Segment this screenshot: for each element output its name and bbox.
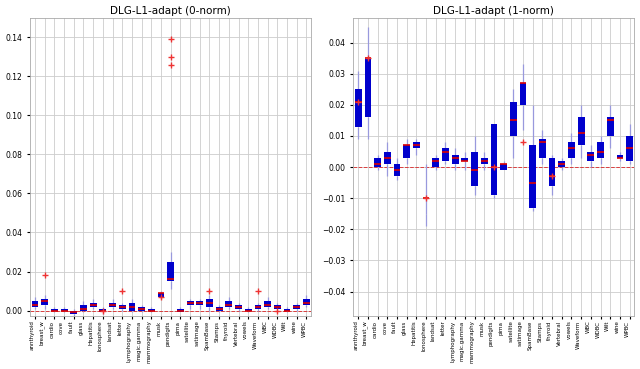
Bar	[461, 158, 468, 161]
Bar	[284, 308, 291, 311]
Bar	[206, 299, 213, 307]
Bar	[80, 305, 87, 311]
Bar	[578, 117, 584, 145]
Bar	[365, 58, 371, 117]
Bar	[384, 152, 390, 164]
Bar	[588, 152, 594, 161]
Bar	[177, 308, 184, 313]
Bar	[187, 301, 193, 305]
Bar	[597, 142, 604, 158]
Bar	[31, 301, 38, 307]
Bar	[51, 308, 58, 311]
Bar	[90, 303, 97, 307]
Bar	[167, 262, 174, 281]
Bar	[374, 158, 381, 167]
Bar	[255, 305, 261, 308]
Bar	[500, 164, 507, 170]
Bar	[548, 158, 556, 186]
Bar	[471, 152, 478, 186]
Bar	[403, 145, 410, 158]
Bar	[452, 155, 458, 164]
Bar	[157, 293, 164, 297]
Bar	[70, 311, 77, 314]
Bar	[607, 117, 614, 136]
Bar	[481, 158, 488, 164]
Bar	[490, 124, 497, 195]
Bar	[394, 164, 401, 176]
Bar	[119, 305, 125, 308]
Title: DLG-L1-adapt (0-norm): DLG-L1-adapt (0-norm)	[110, 6, 231, 15]
Bar	[138, 307, 145, 311]
Bar	[355, 89, 362, 127]
Bar	[235, 305, 242, 308]
Bar	[568, 142, 575, 158]
Bar	[520, 83, 526, 105]
Bar	[616, 155, 623, 158]
Bar	[129, 303, 135, 311]
Bar	[196, 301, 203, 305]
Bar	[99, 308, 106, 313]
Bar	[245, 308, 252, 311]
Bar	[529, 145, 536, 207]
Bar	[264, 301, 271, 307]
Bar	[626, 136, 633, 161]
Bar	[558, 161, 565, 167]
Bar	[225, 301, 232, 307]
Bar	[109, 303, 116, 307]
Bar	[274, 305, 281, 308]
Bar	[42, 299, 48, 305]
Bar	[433, 158, 439, 167]
Bar	[303, 299, 310, 305]
Title: DLG-L1-adapt (1-norm): DLG-L1-adapt (1-norm)	[433, 6, 554, 15]
Bar	[442, 148, 449, 161]
Bar	[510, 102, 516, 136]
Bar	[413, 142, 420, 148]
Bar	[148, 308, 155, 311]
Bar	[293, 305, 300, 308]
Bar	[539, 139, 546, 158]
Bar	[216, 307, 223, 311]
Bar	[61, 308, 67, 311]
